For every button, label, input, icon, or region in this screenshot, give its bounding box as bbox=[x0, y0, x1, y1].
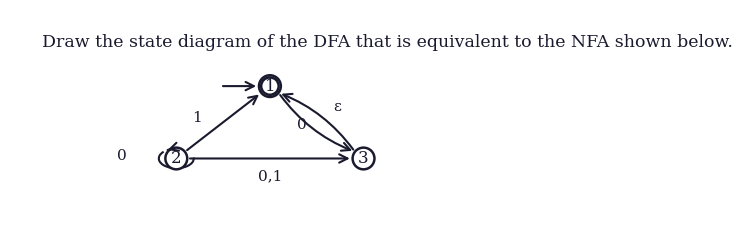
Text: 1: 1 bbox=[192, 111, 202, 125]
Text: Draw the state diagram of the DFA that is equivalent to the NFA shown below.: Draw the state diagram of the DFA that i… bbox=[42, 34, 732, 51]
Text: 0: 0 bbox=[117, 149, 127, 163]
Ellipse shape bbox=[353, 148, 374, 169]
Text: 1: 1 bbox=[264, 78, 276, 95]
Ellipse shape bbox=[165, 148, 187, 169]
Text: ε: ε bbox=[333, 100, 341, 114]
Ellipse shape bbox=[259, 75, 281, 97]
Text: 0: 0 bbox=[297, 118, 307, 132]
Text: 3: 3 bbox=[358, 150, 369, 167]
Text: 0,1: 0,1 bbox=[257, 170, 282, 184]
Text: 2: 2 bbox=[171, 150, 182, 167]
